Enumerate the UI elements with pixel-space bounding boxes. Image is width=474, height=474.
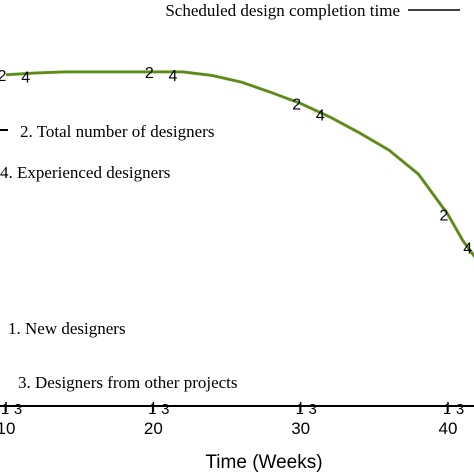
marker-experienced-designers: 4	[169, 68, 178, 85]
x-tick-label: 10	[0, 419, 15, 438]
x-tick-label: 30	[291, 419, 310, 438]
x-tick-label: 20	[144, 419, 163, 438]
plot-area	[0, 9, 474, 412]
legend-label-total-designers: 2. Total number of designers	[20, 122, 214, 141]
marker-total-designers: 2	[440, 208, 449, 225]
legend-label-new-designers: 1. New designers	[8, 319, 126, 338]
marker-new-designers: 1	[148, 401, 156, 418]
marker-experienced-designers: 4	[316, 108, 325, 125]
marker-other-projects: 3	[161, 401, 169, 418]
marker-total-designers: 2	[145, 65, 154, 82]
marker-total-designers: 2	[0, 68, 7, 85]
legend-label-other-projects: 3. Designers from other projects	[18, 373, 238, 392]
marker-new-designers: 1	[443, 401, 451, 418]
legend-label-scheduled: Scheduled design completion time	[165, 1, 400, 20]
marker-other-projects: 3	[308, 401, 316, 418]
series-line-total-designers	[5, 70, 474, 258]
marker-new-designers: 1	[1, 401, 9, 418]
legend-label-experienced-designers: 4. Experienced designers	[0, 163, 170, 182]
marker-total-designers: 2	[292, 97, 301, 114]
x-axis-label: Time (Weeks)	[205, 452, 322, 473]
x-tick-label: 40	[439, 419, 458, 438]
marker-experienced-designers: 4	[21, 70, 30, 87]
marker-other-projects: 3	[14, 401, 22, 418]
marker-experienced-designers: 4	[463, 240, 472, 257]
marker-new-designers: 1	[295, 401, 303, 418]
marker-other-projects: 3	[456, 401, 464, 418]
